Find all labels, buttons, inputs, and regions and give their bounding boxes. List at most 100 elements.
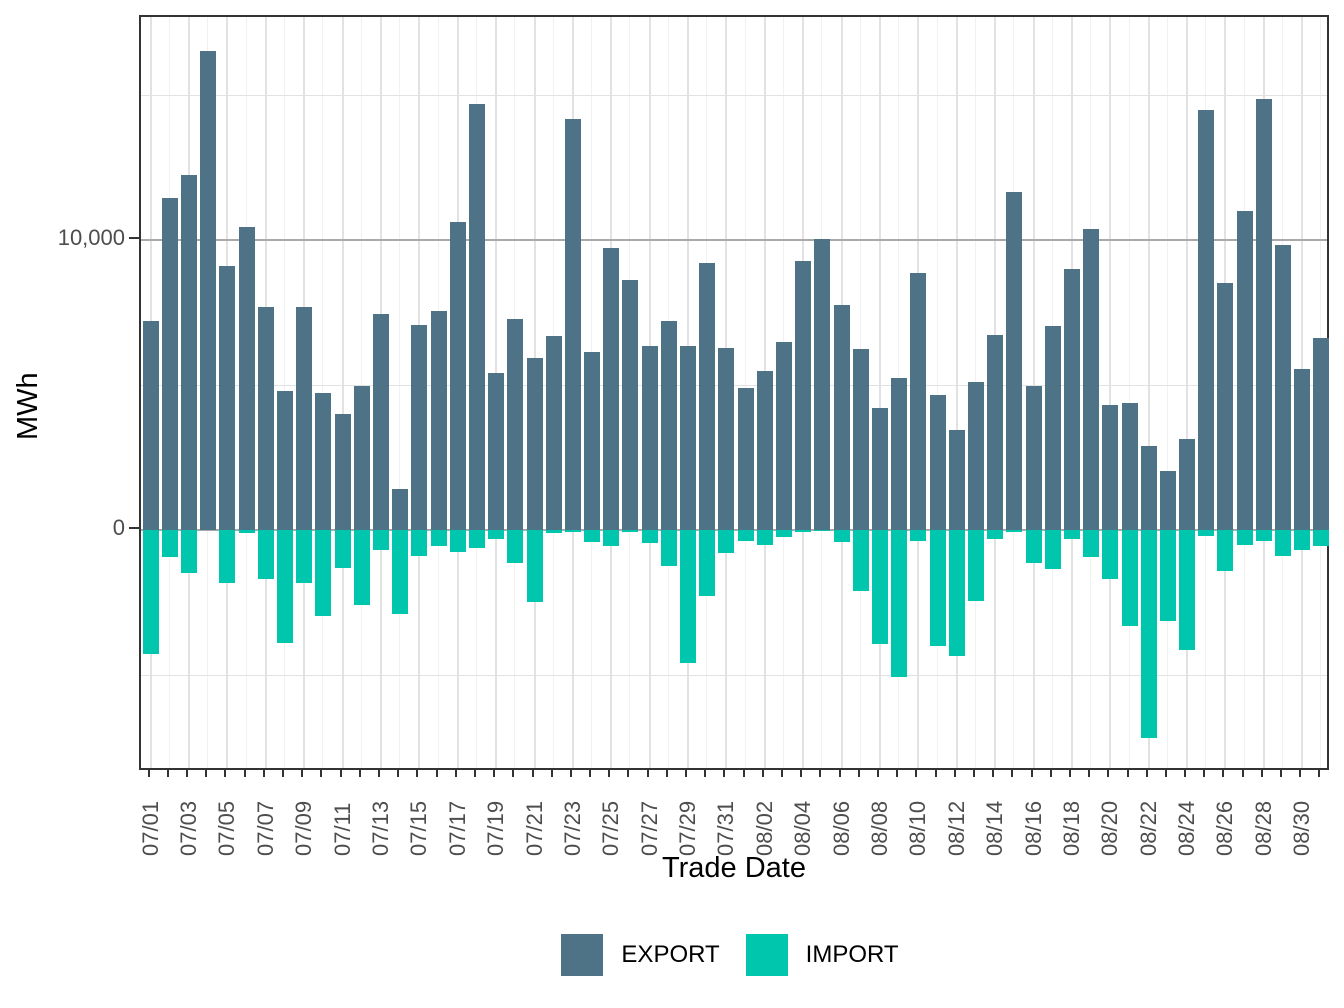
import-bar bbox=[507, 529, 524, 564]
export-bar bbox=[699, 263, 716, 530]
y-axis-title: MWh bbox=[12, 372, 44, 440]
vertical-gridline bbox=[1186, 17, 1188, 768]
import-bar bbox=[142, 529, 159, 654]
export-bar bbox=[430, 311, 447, 530]
export-bar bbox=[1083, 228, 1100, 530]
vertical-gridline bbox=[879, 17, 881, 768]
import-bar bbox=[660, 529, 677, 567]
x-tick-label: 08/24 bbox=[1174, 800, 1199, 856]
export-bar bbox=[296, 307, 313, 530]
x-tick bbox=[1184, 770, 1186, 777]
export-bar bbox=[564, 119, 581, 530]
import-bar bbox=[296, 529, 313, 584]
import-bar bbox=[277, 529, 293, 643]
x-tick bbox=[377, 770, 380, 777]
import-bar bbox=[910, 529, 927, 541]
import-bar bbox=[872, 529, 888, 644]
x-tick-label: 08/08 bbox=[867, 800, 892, 856]
export-bar bbox=[449, 222, 466, 530]
export-bar bbox=[1006, 191, 1023, 530]
export-bar bbox=[1198, 109, 1215, 530]
import-bar bbox=[1044, 529, 1061, 569]
x-tick bbox=[819, 770, 822, 777]
x-tick bbox=[205, 770, 208, 777]
import-bar bbox=[987, 529, 1004, 539]
export-bar bbox=[353, 386, 370, 530]
x-tick-label: 08/14 bbox=[982, 800, 1008, 856]
legend-swatch-import bbox=[745, 934, 788, 976]
export-bar bbox=[200, 50, 217, 530]
export-bar bbox=[526, 358, 543, 530]
export-bar bbox=[737, 387, 754, 530]
x-tick-label: 07/19 bbox=[483, 800, 509, 856]
x-tick-label: 08/16 bbox=[1020, 800, 1046, 856]
x-tick bbox=[339, 770, 342, 777]
import-bar bbox=[372, 529, 389, 551]
x-tick bbox=[1164, 770, 1167, 777]
import-bar bbox=[181, 529, 197, 573]
x-tick bbox=[1203, 770, 1206, 777]
export-bar bbox=[1255, 99, 1272, 530]
export-bar bbox=[929, 395, 946, 530]
x-tick bbox=[1030, 770, 1033, 777]
import-bar bbox=[948, 529, 965, 656]
export-bar bbox=[219, 266, 236, 530]
import-bar bbox=[468, 529, 485, 549]
import-bar bbox=[795, 529, 812, 533]
x-tick bbox=[915, 770, 918, 777]
horizontal-major-gridline bbox=[141, 239, 1327, 241]
export-bar bbox=[142, 320, 159, 530]
export-bar bbox=[776, 342, 792, 530]
import-bar bbox=[699, 529, 716, 597]
import-bar bbox=[1313, 529, 1330, 546]
y-tick-label: 0 bbox=[112, 514, 125, 540]
export-bar bbox=[1044, 325, 1061, 530]
legend-label-import: IMPORT bbox=[805, 941, 899, 968]
x-tick bbox=[742, 770, 745, 777]
import-bar bbox=[1217, 529, 1234, 571]
x-tick bbox=[934, 770, 937, 777]
vertical-gridline bbox=[1109, 17, 1112, 768]
x-tick-label: 07/11 bbox=[329, 802, 355, 856]
x-tick-label: 07/05 bbox=[214, 800, 240, 856]
import-bar bbox=[238, 529, 255, 534]
import-bar bbox=[756, 529, 773, 545]
export-bar bbox=[718, 347, 735, 530]
import-bar bbox=[430, 529, 447, 546]
x-tick bbox=[397, 770, 400, 777]
x-tick bbox=[224, 770, 227, 777]
export-bar bbox=[238, 226, 255, 530]
x-tick-label: 08/30 bbox=[1289, 800, 1315, 856]
legend-label-export: EXPORT bbox=[621, 941, 720, 968]
x-tick-label: 07/17 bbox=[444, 800, 470, 856]
x-tick bbox=[166, 770, 169, 777]
import-bar bbox=[584, 529, 600, 542]
x-tick bbox=[1107, 770, 1110, 777]
vertical-gridline bbox=[955, 17, 958, 768]
import-bar bbox=[891, 529, 908, 678]
export-bar bbox=[392, 489, 409, 530]
import-bar bbox=[334, 529, 351, 568]
x-tick bbox=[358, 770, 361, 777]
import-bar bbox=[526, 529, 543, 602]
x-tick bbox=[838, 770, 841, 777]
x-tick bbox=[1222, 770, 1225, 777]
export-bar bbox=[1025, 385, 1042, 530]
x-tick-label: 07/07 bbox=[252, 800, 278, 856]
export-bar bbox=[1179, 438, 1195, 530]
x-tick bbox=[1011, 770, 1014, 777]
export-bar bbox=[315, 393, 332, 530]
export-bar bbox=[910, 272, 927, 530]
export-bar bbox=[257, 307, 274, 530]
x-tick bbox=[1318, 770, 1321, 777]
x-tick bbox=[992, 770, 995, 777]
x-tick-label: 08/06 bbox=[828, 800, 854, 856]
x-tick-label: 07/31 bbox=[713, 800, 739, 856]
x-tick bbox=[761, 770, 764, 777]
x-tick bbox=[1068, 770, 1071, 777]
vertical-gridline bbox=[399, 17, 401, 768]
import-bar bbox=[929, 529, 946, 647]
x-tick bbox=[704, 770, 707, 777]
y-tick bbox=[129, 526, 139, 529]
export-bar bbox=[1313, 337, 1330, 530]
